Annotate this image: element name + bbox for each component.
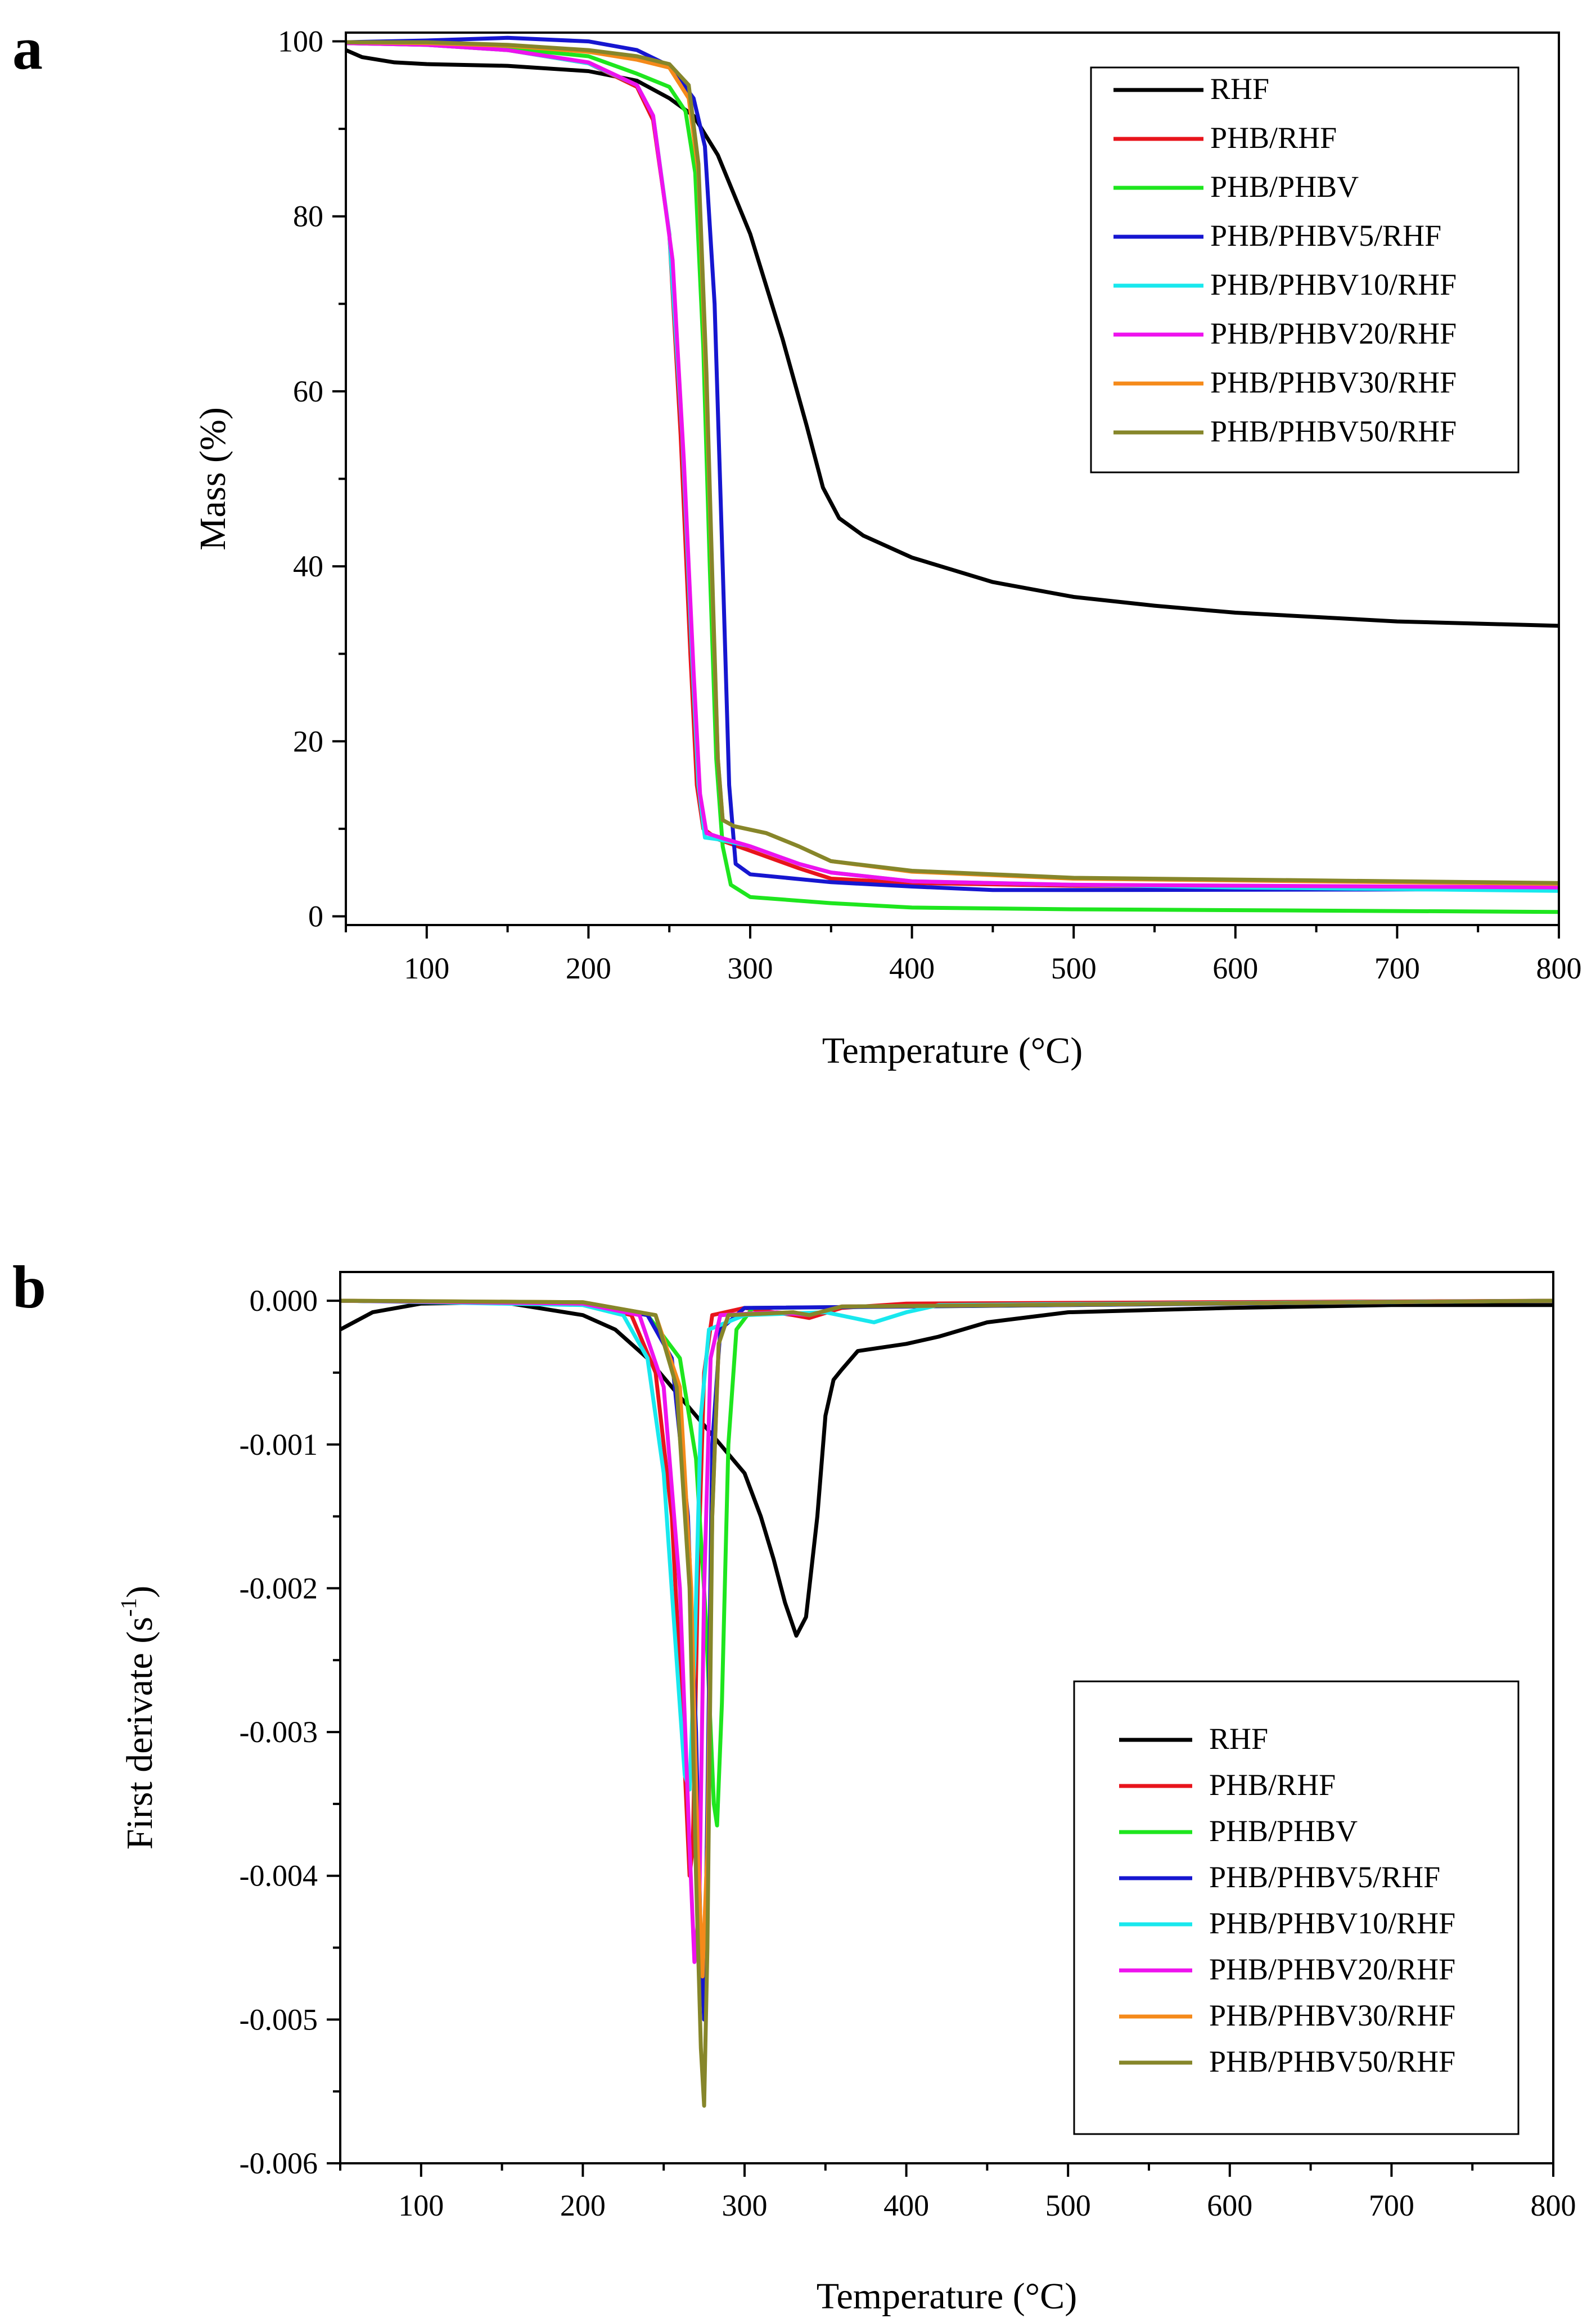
- legend-label-rhf: RHF: [1210, 72, 1269, 106]
- legend-box: [1090, 66, 1520, 473]
- y-tick-label: 40: [293, 549, 323, 583]
- x-tick-label: 400: [883, 2189, 929, 2222]
- x-axis-label: Temperature (°C): [822, 1030, 1083, 1071]
- series-line-phb-phbv50-rhf: [346, 40, 1559, 885]
- y-tick-label: 60: [293, 375, 323, 408]
- series-line-phb-phbv5-rhf: [346, 35, 1559, 892]
- x-tick-label: 300: [728, 951, 773, 985]
- legend-label-phb-rhf: PHB/RHF: [1209, 1768, 1336, 1802]
- panel-label-a: a: [12, 15, 43, 82]
- legend-label-phb-phbv50-rhf: PHB/PHBV50/RHF: [1209, 2045, 1455, 2078]
- legend-label-phb-phbv30-rhf: PHB/PHBV30/RHF: [1210, 366, 1457, 399]
- y-tick-label: -0.005: [240, 2002, 318, 2036]
- legend-label-rhf: RHF: [1209, 1722, 1268, 1756]
- y-tick-label: 20: [293, 724, 323, 758]
- legend-label-phb-phbv5-rhf: PHB/PHBV5/RHF: [1210, 219, 1441, 252]
- legend-label-phb-phbv50-rhf: PHB/PHBV50/RHF: [1210, 414, 1457, 448]
- legend-box: [1073, 1680, 1520, 2135]
- x-tick-label: 800: [1536, 951, 1582, 985]
- x-tick-label: 500: [1051, 951, 1097, 985]
- x-tick-label: 200: [560, 2189, 606, 2222]
- legend-label-phb-phbv30-rhf: PHB/PHBV30/RHF: [1209, 1999, 1455, 2032]
- legend-label-phb-phbv: PHB/PHBV: [1209, 1814, 1358, 1848]
- legend-label-phb-phbv20-rhf: PHB/PHBV20/RHF: [1209, 1952, 1455, 1986]
- legend-label-phb-rhf: PHB/RHF: [1210, 121, 1337, 155]
- legend-label-phb-phbv20-rhf: PHB/PHBV20/RHF: [1210, 317, 1457, 350]
- legend-label-phb-phbv10-rhf: PHB/PHBV10/RHF: [1209, 1906, 1455, 1940]
- series-group: [340, 1298, 1553, 2108]
- x-tick-label: 800: [1531, 2189, 1576, 2222]
- legend-label-phb-phbv10-rhf: PHB/PHBV10/RHF: [1210, 268, 1457, 301]
- x-tick-label: 500: [1045, 2189, 1091, 2222]
- x-tick-label: 700: [1369, 2189, 1414, 2222]
- chart-panel-b: 100 200 300 400 500 600 700 800 0.000 -0.001 -0.00…: [116, 1271, 1576, 2317]
- y-tick-label: -0.004: [240, 1859, 318, 1893]
- y-axis-label: First derivate (s-1): [116, 1586, 160, 1850]
- y-tick-label: -0.003: [240, 1715, 318, 1749]
- series-line-phb-phbv20-rhf: [346, 41, 1559, 890]
- y-tick-label: -0.002: [240, 1571, 318, 1605]
- x-tick-label: 100: [398, 2189, 444, 2222]
- x-tick-label: 100: [404, 951, 449, 985]
- y-tick-label: 0.000: [250, 1284, 318, 1318]
- y-tick-label: 80: [293, 200, 323, 233]
- series-line-phb-phbv50-rhf: [340, 1298, 1553, 2108]
- legend-label-phb-phbv: PHB/PHBV: [1210, 170, 1359, 204]
- series-line-rhf: [340, 1300, 1553, 1638]
- panel-label-b: b: [12, 1254, 46, 1321]
- x-tick-label: 400: [889, 951, 935, 985]
- legend-label-phb-phbv5-rhf: PHB/PHBV5/RHF: [1209, 1860, 1440, 1894]
- x-tick-label: 600: [1212, 951, 1258, 985]
- series-group: [346, 35, 1559, 914]
- x-axis-label: Temperature (°C): [817, 2276, 1077, 2317]
- chart-panel-a: 100 200 300 400 500 600 700 800 0 20 40 60 80 100 Temp…: [192, 25, 1582, 1071]
- x-tick-label: 600: [1207, 2189, 1252, 2222]
- series-line-rhf: [346, 48, 1559, 628]
- x-tick-label: 200: [566, 951, 611, 985]
- y-tick-label: 100: [278, 25, 323, 58]
- y-tick-label: -0.001: [240, 1428, 318, 1462]
- y-axis-label: Mass (%): [192, 407, 233, 551]
- y-tick-label: 0: [308, 899, 323, 933]
- x-tick-label: 700: [1374, 951, 1420, 985]
- plot-frame: [339, 1271, 1554, 2164]
- x-tick-label: 300: [722, 2189, 768, 2222]
- y-tick-label: -0.006: [240, 2146, 318, 2180]
